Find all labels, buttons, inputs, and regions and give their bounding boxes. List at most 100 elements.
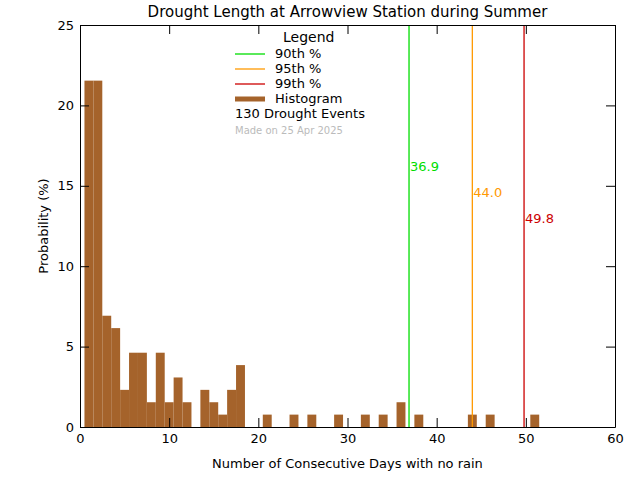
histogram-bar: [530, 415, 539, 427]
tick-mark: [169, 418, 170, 427]
percentile-line: [523, 25, 524, 427]
histogram-bar: [388, 427, 397, 428]
tick-label: 25: [57, 18, 74, 33]
histogram-bar: [245, 427, 254, 428]
tick: [606, 186, 615, 187]
histogram-bar: [504, 427, 513, 428]
histogram-bar: [512, 427, 521, 428]
histogram-bar: [236, 365, 245, 427]
histogram-bar: [218, 415, 227, 427]
tick-label: 0: [66, 420, 74, 435]
legend-title: Legend: [283, 29, 334, 45]
x-axis: 0102030405060: [76, 418, 623, 446]
histogram-bar: [414, 415, 423, 427]
histogram-bar: [486, 415, 495, 427]
tick: 5: [66, 339, 89, 354]
histogram-bar: [165, 402, 174, 427]
tick: 0: [66, 420, 89, 435]
legend-label: 95th %: [275, 61, 321, 76]
histogram-bar: [495, 427, 504, 428]
tick-label: 20: [57, 98, 74, 113]
histogram-bar: [102, 316, 111, 427]
legend-swatch: [235, 97, 265, 102]
tick: [437, 25, 438, 34]
tick-mark: [80, 347, 89, 348]
tick-mark: [80, 186, 89, 187]
tick: [606, 266, 615, 267]
histogram-bar: [183, 402, 192, 427]
tick: 10: [161, 418, 178, 446]
percentile-label: 49.8: [525, 211, 554, 226]
histogram-bar: [191, 427, 200, 428]
tick-label: 0: [76, 431, 84, 446]
legend-label: 99th %: [275, 76, 321, 91]
tick: 15: [57, 178, 89, 193]
tick-label: 10: [161, 431, 178, 446]
histogram-bar: [254, 427, 263, 428]
histogram-bar: [290, 415, 299, 427]
tick-mark: [348, 25, 349, 34]
tick-label: 30: [340, 431, 357, 446]
tick: 50: [518, 418, 535, 446]
tick-mark: [348, 418, 349, 427]
histogram-bar: [111, 328, 120, 427]
tick: [606, 25, 615, 26]
histogram-bar: [459, 427, 468, 428]
histogram-bar: [263, 415, 272, 427]
legend-label: Histogram: [275, 91, 342, 106]
x-axis-line: [81, 427, 616, 428]
y-axis: 0 5 10 15 20 25: [57, 18, 89, 435]
tick: 25: [57, 18, 89, 33]
tick-mark: [258, 418, 259, 427]
histogram-bar: [423, 427, 432, 428]
legend-label: 90th %: [275, 46, 321, 61]
tick-label: 60: [607, 431, 624, 446]
tick-label: 5: [66, 339, 74, 354]
histogram-bar: [298, 427, 307, 428]
histogram-bar: [361, 415, 370, 427]
histogram-bar: [477, 427, 486, 428]
percentile-line: [472, 25, 473, 427]
legend: Legend90th %95th %99th %Histogram130 Dro…: [235, 29, 365, 136]
histogram-bar: [405, 427, 414, 428]
percentile-line: [408, 25, 409, 427]
plot-area: [84, 25, 539, 427]
percentile-label: 36.9: [410, 159, 439, 174]
x-axis-title: Number of Consecutive Days with no rain: [212, 456, 483, 471]
tick: 40: [429, 418, 446, 446]
tick: [258, 25, 259, 34]
histogram-bar: [379, 415, 388, 427]
histogram-bar: [441, 427, 450, 428]
y-axis-title: Probability (%): [36, 178, 51, 273]
tick-mark: [80, 25, 89, 26]
histogram-bar: [450, 427, 459, 428]
tick: [606, 347, 615, 348]
tick: [526, 25, 527, 34]
tick: 20: [57, 98, 89, 113]
histogram-bar: [129, 353, 138, 427]
tick-mark: [169, 25, 170, 34]
x-axis-top: [81, 25, 616, 34]
histogram-bar: [272, 427, 281, 428]
tick-label: 15: [57, 178, 74, 193]
histogram-bar: [138, 353, 147, 427]
tick-mark: [606, 105, 615, 106]
histogram-bar: [307, 415, 316, 427]
tick-mark: [526, 25, 527, 34]
tick-mark: [606, 427, 615, 428]
legend-swatch: [235, 83, 265, 84]
tick: [169, 25, 170, 34]
histogram-bar: [120, 390, 129, 427]
annotation: Made on 25 Apr 2025: [235, 125, 343, 136]
tick-label: 10: [57, 259, 74, 274]
histogram-bar: [352, 427, 361, 428]
y-axis-right-line: [615, 26, 616, 428]
histogram-bar: [209, 402, 218, 427]
histogram-bar: [84, 81, 93, 427]
tick-mark: [80, 266, 89, 267]
tick-label: 50: [518, 431, 535, 446]
histogram-bar: [200, 390, 209, 427]
histogram-bar: [227, 390, 236, 427]
tick-mark: [606, 347, 615, 348]
tick-mark: [437, 418, 438, 427]
